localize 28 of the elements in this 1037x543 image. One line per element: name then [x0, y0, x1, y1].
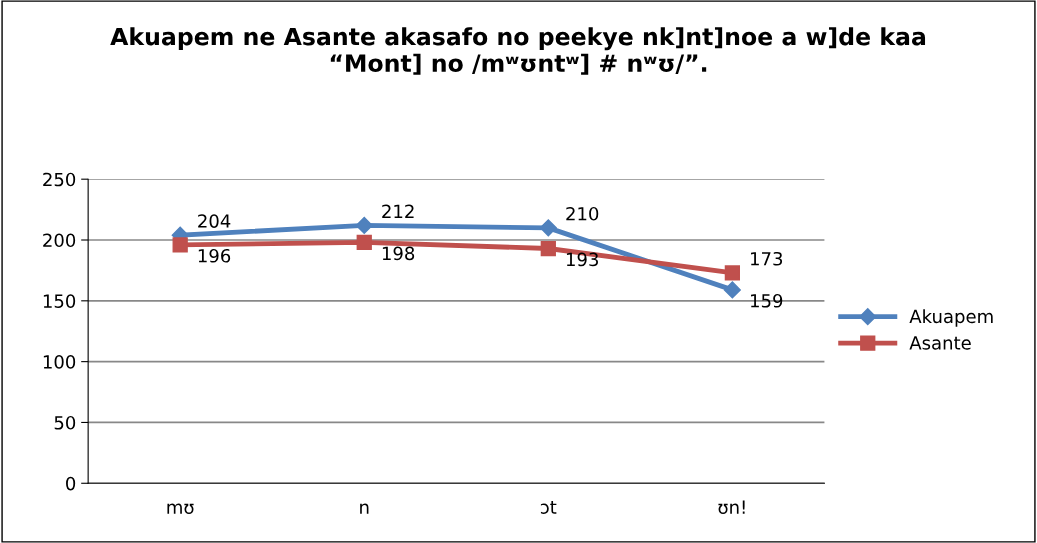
x-tick-label: ɔt	[540, 500, 557, 514]
legend-label: Akuapem	[909, 309, 993, 327]
x-tick-label: n	[360, 503, 369, 514]
point	[540, 240, 556, 257]
data-label: 196	[198, 248, 231, 263]
data-label: 159	[751, 293, 783, 308]
y-tick-label: 200	[43, 233, 76, 248]
data-label: 204	[198, 214, 231, 228]
chart-title: Akuapem ne Asante akasafo no peekye nk]nt]noe a w]de kaa “Mont] no /mʷʊntʷ] # nʷʊ/”.	[110, 27, 926, 75]
point	[172, 237, 188, 253]
point	[539, 219, 557, 237]
y-tick-label: 50	[54, 415, 76, 430]
data-label: 193	[566, 252, 598, 267]
x-tick-label: mʊ	[167, 503, 194, 514]
data-label: 212	[382, 204, 414, 218]
y-tick-label: 0	[66, 476, 76, 491]
point	[356, 234, 372, 251]
point	[355, 216, 373, 234]
x-tick-label: ʊn!	[718, 500, 745, 514]
y-tick-label: 100	[43, 355, 76, 369]
point	[724, 265, 741, 281]
data-label: 173	[751, 251, 783, 266]
y-tick-label: 150	[43, 294, 76, 308]
data-label: 198	[382, 246, 415, 261]
point	[723, 281, 741, 299]
legend-label: Asante	[909, 336, 971, 350]
data-label: 210	[566, 206, 599, 221]
y-tick-label: 250	[43, 172, 76, 187]
